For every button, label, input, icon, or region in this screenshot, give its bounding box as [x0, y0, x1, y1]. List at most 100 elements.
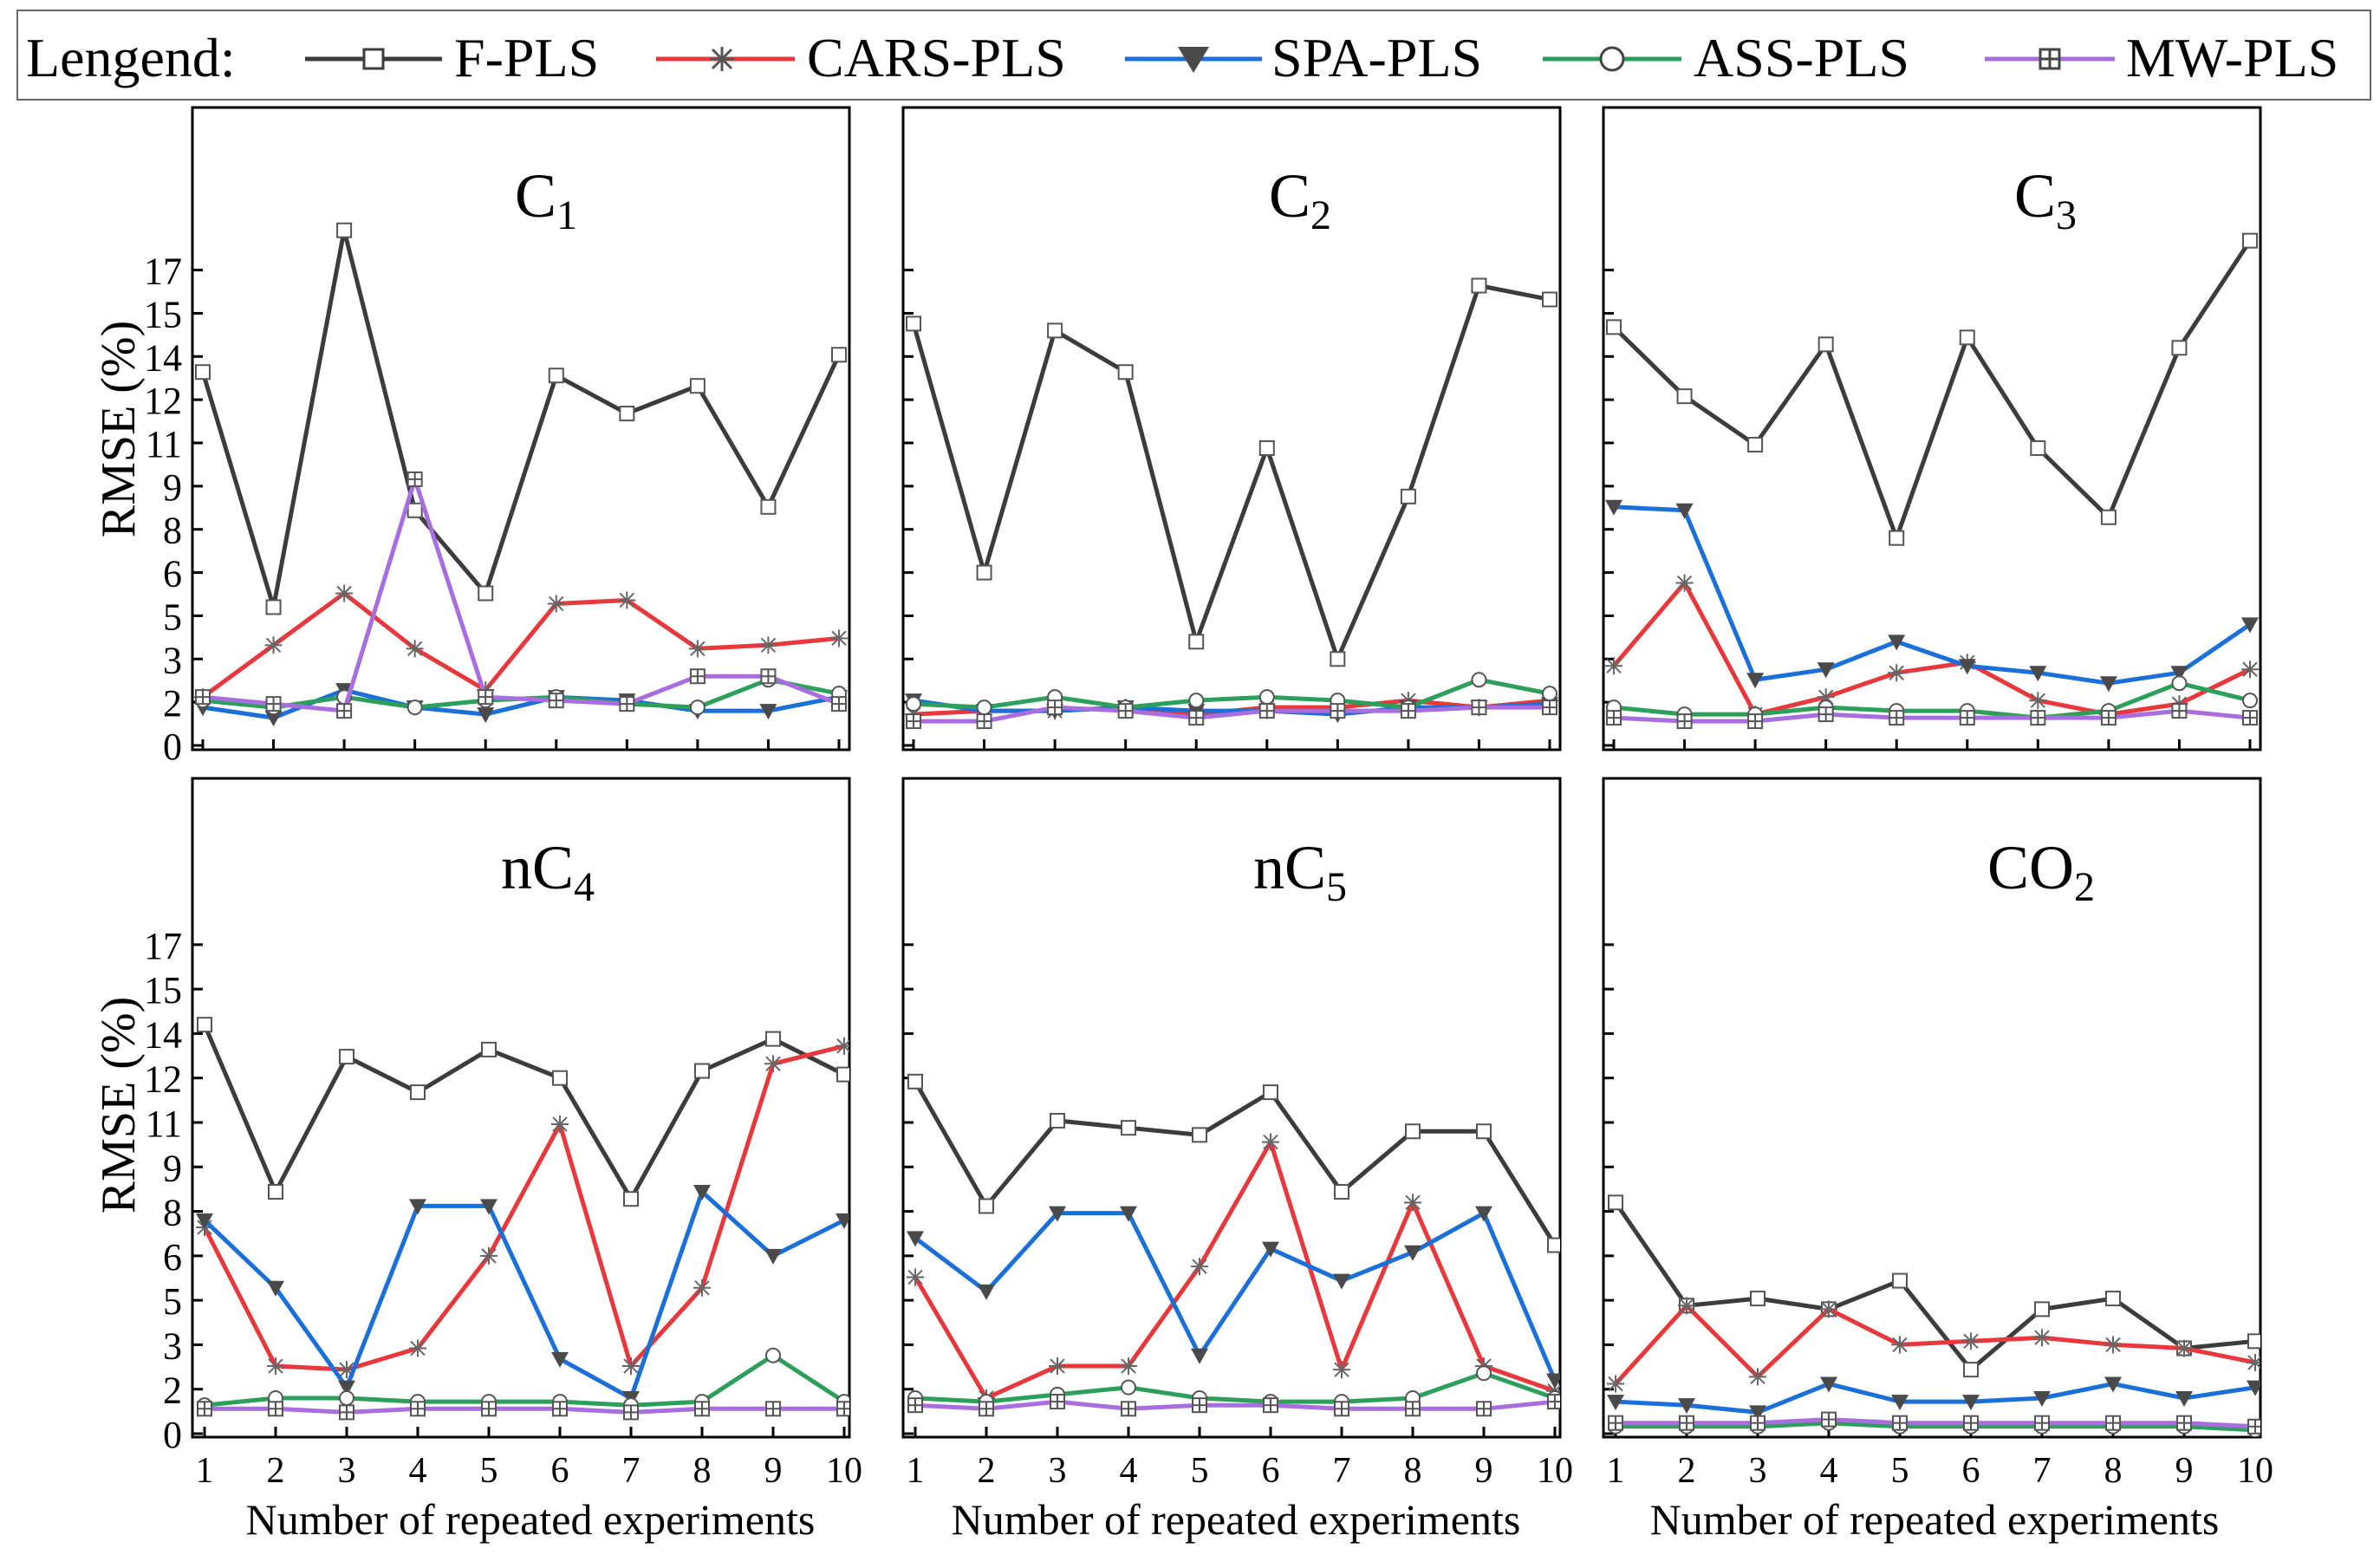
- marker-nc4-mw-9: [765, 1401, 781, 1417]
- x-tick-label-nc4-4: 5: [480, 1451, 498, 1491]
- x-tick-label-co2-1: 2: [1678, 1451, 1696, 1491]
- legend-marker-fpls: [362, 48, 385, 70]
- marker-nc4-fpls-10: [836, 1066, 849, 1083]
- marker-c3-fpls-1: [1606, 319, 1622, 335]
- marker-co2-fpls-3: [1750, 1291, 1765, 1307]
- marker-nc5-fpls-6: [1263, 1084, 1278, 1101]
- marker-nc5-spa-7: [1333, 1273, 1350, 1290]
- marker-c1-mw-3: [336, 703, 353, 719]
- panel-title-nc4-name: nC: [501, 833, 574, 902]
- marker-nc4-cars-9: [764, 1055, 782, 1073]
- series-line-co2-cars: [1614, 1303, 2256, 1386]
- marker-c3-fpls-8: [2100, 509, 2117, 525]
- y-tick-label-c1-7: 11: [146, 423, 182, 465]
- marker-c2-mw-5: [1188, 710, 1205, 726]
- marker-co2-fpls-1: [1608, 1194, 1623, 1211]
- y-axis-title-bottom: RMSE (%): [92, 997, 146, 1213]
- marker-co2-cars-3: [1749, 1368, 1766, 1386]
- marker-c3-fpls-9: [2171, 340, 2188, 356]
- marker-c2-fpls-10: [1542, 291, 1557, 308]
- marker-co2-mw-10: [2247, 1418, 2260, 1435]
- marker-c3-fpls-3: [1747, 436, 1764, 452]
- marker-nc5-fpls-9: [1476, 1123, 1492, 1140]
- marker-c1-mw-1: [195, 689, 211, 706]
- marker-co2-fpls-8: [2105, 1291, 2121, 1307]
- marker-c1-fpls-9: [760, 498, 777, 515]
- marker-nc5-spa-1: [907, 1231, 924, 1247]
- marker-nc5-spa-10: [1546, 1373, 1560, 1389]
- marker-nc5-cars-5: [1191, 1258, 1208, 1276]
- marker-nc5-fpls-8: [1405, 1123, 1421, 1140]
- marker-nc4-cars-6: [551, 1116, 569, 1134]
- marker-c3-cars-2: [1675, 574, 1694, 592]
- marker-c1-mw-5: [478, 689, 494, 706]
- marker-c3-spa-6: [1958, 659, 1976, 675]
- marker-nc5-ass-4: [1121, 1379, 1136, 1396]
- marker-c3-cars-1: [1605, 657, 1622, 675]
- marker-c1-fpls-4: [406, 502, 423, 518]
- series-line-nc5-spa: [914, 1211, 1557, 1382]
- y-tick-label-c1-11: 17: [144, 250, 182, 293]
- series-line-nc4-fpls: [202, 1024, 846, 1201]
- marker-co2-cars-10: [2247, 1353, 2260, 1371]
- y-tick-label-c1-3: 5: [163, 595, 182, 638]
- marker-nc5-spa-3: [1049, 1206, 1066, 1222]
- marker-c2-mw-1: [906, 713, 921, 730]
- marker-nc5-cars-8: [1404, 1194, 1421, 1212]
- marker-nc4-cars-10: [836, 1037, 849, 1055]
- x-tick-label-nc5-7: 8: [1404, 1451, 1422, 1491]
- marker-c3-ass-10: [2242, 693, 2258, 709]
- series-line-c2-ass: [913, 677, 1551, 710]
- marker-c2-mw-9: [1471, 699, 1487, 716]
- marker-c1-fpls-8: [689, 378, 706, 394]
- marker-c1-spa-2: [264, 711, 283, 727]
- panel-title-nc4-sub: 4: [574, 864, 595, 910]
- x-tick-label-nc5-1: 2: [978, 1451, 996, 1491]
- marker-c1-spa-5: [477, 707, 495, 724]
- marker-c3-spa-10: [2241, 617, 2259, 634]
- marker-c1-ass-4: [406, 699, 423, 716]
- marker-nc5-mw-2: [979, 1401, 994, 1417]
- y-tick-label-nc4-5: 8: [163, 1192, 182, 1234]
- x-tick-label-co2-3: 4: [1820, 1451, 1838, 1491]
- legend-title: Lengend:: [26, 27, 236, 88]
- marker-co2-mw-4: [1821, 1411, 1837, 1428]
- marker-c3-spa-8: [2099, 676, 2117, 693]
- panel-title-co2: CO2: [1987, 833, 2095, 910]
- x-tick-label-nc4-9: 10: [826, 1451, 862, 1491]
- legend-label-mw: MW-PLS: [2126, 27, 2338, 88]
- marker-nc4-mw-7: [623, 1404, 639, 1421]
- y-tick-label-c1-6: 9: [163, 466, 182, 509]
- legend-entry-cars: CARS-PLS: [656, 27, 1066, 88]
- marker-c2-fpls-1: [906, 316, 921, 332]
- series-line-nc5-fpls: [913, 1080, 1557, 1246]
- marker-nc5-mw-9: [1476, 1401, 1492, 1417]
- marker-nc4-mw-8: [694, 1401, 710, 1417]
- marker-co2-spa-8: [2104, 1376, 2122, 1393]
- marker-c3-mw-9: [2171, 703, 2188, 719]
- marker-co2-spa-10: [2247, 1380, 2260, 1396]
- marker-c1-cars-4: [406, 640, 424, 658]
- panel-series-nc4: [196, 1017, 849, 1421]
- x-tick-label-co2-7: 8: [2104, 1451, 2123, 1491]
- series-line-nc5-ass: [914, 1370, 1556, 1404]
- marker-c1-cars-10: [830, 629, 848, 647]
- series-line-c3-mw: [1613, 708, 2251, 724]
- marker-c2-fpls-5: [1188, 634, 1205, 650]
- marker-co2-spa-6: [1962, 1395, 1980, 1411]
- x-axis-title-middle: Number of repeated experiments: [952, 1495, 1521, 1544]
- marker-nc4-ass-9: [765, 1347, 781, 1363]
- marker-nc4-fpls-6: [552, 1070, 568, 1086]
- marker-c3-spa-7: [2029, 666, 2047, 682]
- marker-c1-cars-7: [618, 591, 636, 609]
- x-tick-label-nc5-5: 6: [1262, 1451, 1280, 1491]
- panel-series-nc5: [907, 1073, 1560, 1417]
- series-line-c1-cars: [201, 591, 840, 699]
- marker-c2-ass-10: [1542, 686, 1557, 702]
- y-tick-label-nc4-1: 2: [163, 1370, 182, 1412]
- y-tick-label-c1-1: 2: [163, 682, 182, 725]
- marker-co2-cars-9: [2175, 1339, 2193, 1357]
- marker-nc4-spa-2: [267, 1280, 284, 1297]
- marker-nc4-fpls-9: [765, 1031, 781, 1047]
